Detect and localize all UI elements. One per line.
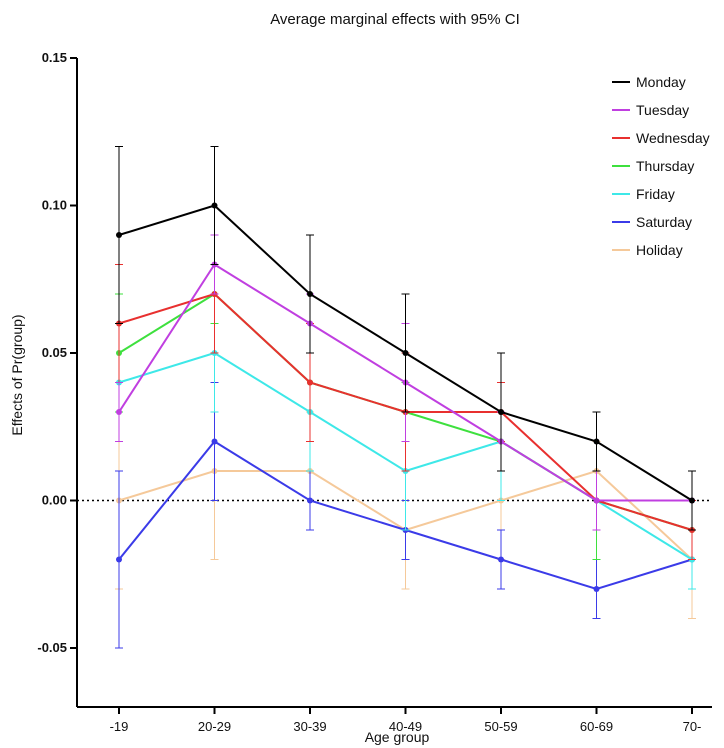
chart-title: Average marginal effects with 95% CI xyxy=(270,11,520,28)
x-axis-title: Age group xyxy=(365,729,430,745)
data-point xyxy=(593,586,600,592)
y-axis-title: Effects of Pr(group) xyxy=(9,314,25,435)
series-group xyxy=(115,146,696,649)
data-point xyxy=(593,497,600,504)
data-point xyxy=(593,438,600,445)
legend-label: Tuesday xyxy=(636,102,689,118)
x-tick-label: 60-69 xyxy=(580,719,613,734)
data-point xyxy=(498,409,504,415)
data-point xyxy=(498,556,504,563)
legend-label: Thursday xyxy=(636,158,694,174)
x-tick-label: 70- xyxy=(683,719,702,734)
data-point xyxy=(307,497,313,504)
data-point xyxy=(307,291,313,297)
data-point xyxy=(689,497,695,504)
data-point xyxy=(116,232,122,238)
data-point xyxy=(116,409,122,415)
data-point xyxy=(116,556,122,563)
y-tick-label: -0.05 xyxy=(37,640,67,655)
x-tick-label: 40-49 xyxy=(389,719,422,734)
plot-area: 0.15 0.10 0.05 0.00 -0.05 -19 20-29 30-39 40-49 5… xyxy=(37,50,712,734)
legend-label: Wednesday xyxy=(636,130,710,146)
x-tick-label: 30-39 xyxy=(293,719,326,734)
legend-label: Monday xyxy=(636,74,686,90)
data-point xyxy=(211,202,218,209)
y-tick-label: 0.10 xyxy=(42,198,67,213)
data-point xyxy=(211,438,218,445)
legend-label: Holiday xyxy=(636,242,683,258)
data-point xyxy=(307,379,313,386)
series-monday xyxy=(115,146,696,531)
x-tick-label: 20-29 xyxy=(198,719,231,734)
legend: Monday Tuesday Wednesday Thursday Friday Satu… xyxy=(612,74,710,258)
data-point xyxy=(402,350,409,356)
legend-label: Friday xyxy=(636,186,675,202)
legend-label: Saturday xyxy=(636,214,692,230)
y-tick-label: 0.05 xyxy=(42,345,67,360)
y-tick-label: 0.15 xyxy=(42,50,67,65)
x-tick-label: -19 xyxy=(110,719,129,734)
x-tick-label: 50-59 xyxy=(484,719,517,734)
y-tick-label: 0.00 xyxy=(42,493,67,508)
